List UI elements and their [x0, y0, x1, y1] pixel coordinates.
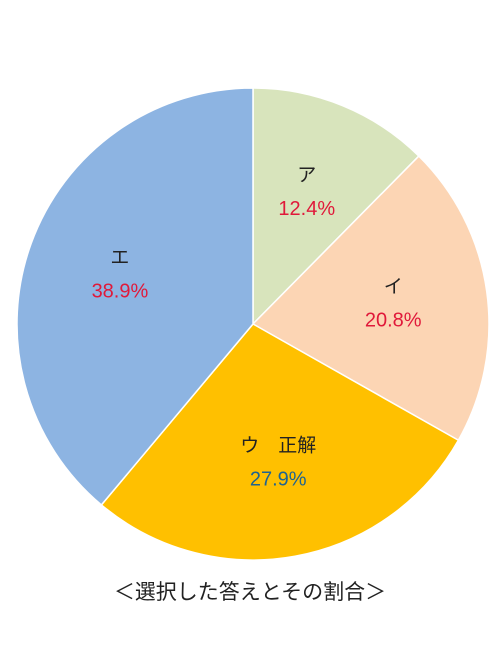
- slice-label: イ: [384, 275, 403, 297]
- pie-slice: [16, 87, 254, 506]
- slice-label: エ: [110, 247, 129, 269]
- slice-value-label: 38.9%: [92, 281, 149, 303]
- chart-caption: ＜選択した答えとその割合＞: [113, 580, 387, 604]
- pie-slice: [251, 155, 490, 442]
- pie-chart: ア 12.4% イ 20.8% ウ 正解 27.9% エ 38.9%: [16, 87, 490, 561]
- pie-slice: [252, 87, 420, 326]
- slice-value-label: 27.9%: [250, 468, 307, 490]
- slice-label: ウ 正解: [240, 434, 316, 456]
- slice-label: ア: [297, 164, 316, 186]
- pie-slice: [100, 323, 460, 561]
- slice-value-label: 12.4%: [278, 198, 335, 220]
- slice-value-label: 20.8%: [365, 309, 422, 331]
